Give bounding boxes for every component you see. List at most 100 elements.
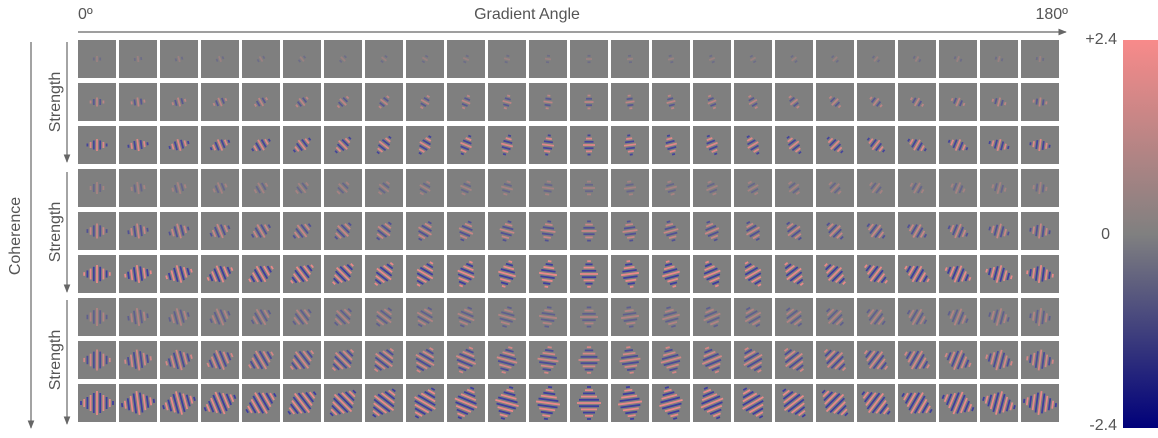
kernel-tile xyxy=(201,255,239,293)
stripe xyxy=(543,417,549,421)
tile-bg xyxy=(1021,298,1059,336)
kernel-tile xyxy=(652,255,690,293)
stripe xyxy=(373,368,379,373)
stripe xyxy=(499,317,513,323)
kernel-tile xyxy=(611,298,649,336)
kernel-tile xyxy=(283,384,321,422)
stripe xyxy=(909,97,913,101)
stripe xyxy=(139,183,143,192)
stripe xyxy=(758,415,764,419)
kernel-tile xyxy=(816,255,854,293)
stripe xyxy=(130,313,134,323)
stripe xyxy=(414,415,420,419)
stripe xyxy=(543,266,555,270)
kernel-tile xyxy=(939,298,977,336)
stripe xyxy=(957,268,965,283)
stripe xyxy=(990,225,995,234)
stripe xyxy=(842,281,846,285)
stripe xyxy=(250,319,255,325)
stripe xyxy=(950,139,955,146)
stripe xyxy=(944,352,948,358)
stripe xyxy=(180,56,184,60)
stripe xyxy=(230,267,234,272)
tile-pattern xyxy=(953,55,963,63)
stripe xyxy=(865,264,872,272)
stripe xyxy=(428,135,432,139)
kernel-tile xyxy=(775,40,813,78)
stripe xyxy=(666,183,675,187)
stripe xyxy=(422,182,431,189)
stripe xyxy=(744,266,759,276)
stripe xyxy=(835,317,844,326)
kernel-tile xyxy=(488,40,526,78)
stripe xyxy=(301,138,308,148)
stripe xyxy=(544,150,551,153)
stripe xyxy=(999,311,1005,325)
stripe xyxy=(416,276,427,284)
tile-pattern xyxy=(89,97,105,107)
tile-pattern xyxy=(374,262,394,286)
stripe xyxy=(1038,181,1042,195)
stripe xyxy=(426,180,431,185)
stripe xyxy=(755,411,764,417)
stripe xyxy=(254,350,268,370)
stripe xyxy=(627,180,632,183)
stripe xyxy=(1003,143,1007,150)
stripe xyxy=(671,153,676,156)
stripe xyxy=(345,95,350,100)
stripe xyxy=(912,224,922,238)
stripe xyxy=(965,146,969,151)
stripe xyxy=(462,57,470,61)
stripe xyxy=(294,145,300,152)
stripe xyxy=(255,185,262,194)
stripe xyxy=(709,277,720,283)
stripe xyxy=(468,260,473,264)
stripe xyxy=(292,396,307,414)
stripe xyxy=(951,265,959,280)
kernel-tile xyxy=(365,126,403,164)
stripe xyxy=(169,396,176,413)
stripe xyxy=(460,145,470,151)
stripe xyxy=(499,413,508,418)
stripe xyxy=(256,58,260,63)
stripe xyxy=(245,408,249,414)
stripe xyxy=(500,185,514,191)
stripe xyxy=(796,105,800,109)
stripe xyxy=(203,406,207,412)
stripe xyxy=(744,311,762,323)
tile-pattern xyxy=(250,224,272,238)
stripe xyxy=(294,313,305,325)
stripe xyxy=(625,140,635,144)
stripe xyxy=(707,99,717,105)
stripe xyxy=(300,224,309,235)
tile-bg xyxy=(529,40,567,78)
stripe xyxy=(458,280,466,286)
stripe xyxy=(670,106,675,110)
stripe xyxy=(950,183,954,188)
kernel-tile xyxy=(980,126,1018,164)
tile-bg xyxy=(693,169,731,207)
stripe xyxy=(297,139,307,151)
stripe xyxy=(789,98,799,106)
stripe xyxy=(617,400,643,406)
kernel-tile xyxy=(857,40,895,78)
stripe xyxy=(1040,393,1046,414)
kernel-tile xyxy=(529,40,567,78)
stripe xyxy=(347,222,352,227)
tile-bg xyxy=(119,169,157,207)
stripe xyxy=(250,275,256,283)
stripe xyxy=(1041,351,1046,369)
stripe xyxy=(748,403,764,414)
stripe xyxy=(627,150,634,153)
stripe xyxy=(956,394,966,414)
stripe xyxy=(827,309,843,325)
stripe xyxy=(827,266,843,282)
stripe xyxy=(797,322,803,327)
stripe xyxy=(671,238,676,242)
stripe xyxy=(253,268,263,283)
stripe xyxy=(333,397,349,413)
stripe xyxy=(713,238,718,242)
stripe xyxy=(751,319,761,326)
stripe xyxy=(183,184,187,189)
stripe xyxy=(922,360,929,369)
